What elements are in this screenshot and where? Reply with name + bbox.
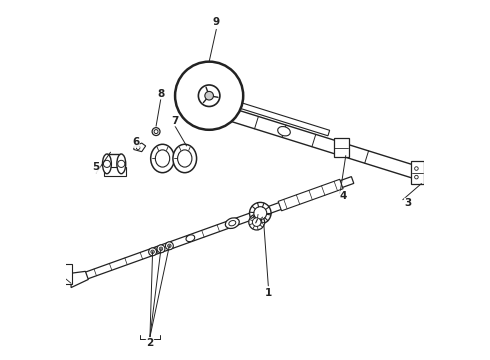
- Polygon shape: [134, 143, 146, 152]
- Circle shape: [168, 244, 171, 248]
- FancyBboxPatch shape: [49, 264, 72, 284]
- Circle shape: [157, 245, 165, 253]
- Text: 4: 4: [340, 191, 347, 201]
- Text: 9: 9: [213, 17, 220, 27]
- Circle shape: [148, 248, 156, 256]
- Ellipse shape: [117, 154, 126, 174]
- Circle shape: [252, 218, 261, 226]
- Ellipse shape: [186, 235, 195, 242]
- FancyBboxPatch shape: [334, 138, 349, 157]
- Text: 1: 1: [265, 288, 272, 298]
- Ellipse shape: [173, 144, 196, 173]
- Polygon shape: [72, 177, 354, 284]
- Polygon shape: [213, 94, 330, 136]
- Ellipse shape: [225, 218, 239, 229]
- Circle shape: [136, 146, 140, 149]
- Text: 7: 7: [172, 116, 179, 126]
- Ellipse shape: [180, 94, 196, 108]
- Ellipse shape: [152, 128, 160, 135]
- Ellipse shape: [151, 144, 174, 173]
- Circle shape: [249, 214, 265, 230]
- Text: 3: 3: [405, 198, 412, 208]
- Circle shape: [175, 62, 243, 130]
- Text: 8: 8: [157, 89, 164, 99]
- Ellipse shape: [177, 150, 192, 167]
- Polygon shape: [186, 95, 419, 179]
- FancyBboxPatch shape: [411, 161, 424, 184]
- Circle shape: [249, 202, 271, 224]
- Circle shape: [103, 160, 110, 167]
- Circle shape: [205, 91, 214, 100]
- Circle shape: [159, 247, 163, 251]
- Ellipse shape: [102, 154, 111, 174]
- Circle shape: [166, 242, 173, 250]
- Ellipse shape: [278, 126, 290, 136]
- Circle shape: [254, 207, 267, 220]
- Text: 5: 5: [93, 162, 100, 172]
- Ellipse shape: [155, 150, 170, 167]
- Circle shape: [151, 250, 154, 253]
- Polygon shape: [278, 179, 343, 211]
- Circle shape: [415, 167, 418, 170]
- Text: 6: 6: [132, 138, 139, 147]
- Circle shape: [198, 85, 220, 107]
- Ellipse shape: [154, 130, 158, 134]
- Circle shape: [118, 160, 125, 167]
- Ellipse shape: [229, 221, 236, 226]
- Polygon shape: [71, 271, 88, 288]
- Text: 2: 2: [147, 338, 153, 348]
- Circle shape: [415, 175, 418, 179]
- FancyBboxPatch shape: [104, 167, 125, 176]
